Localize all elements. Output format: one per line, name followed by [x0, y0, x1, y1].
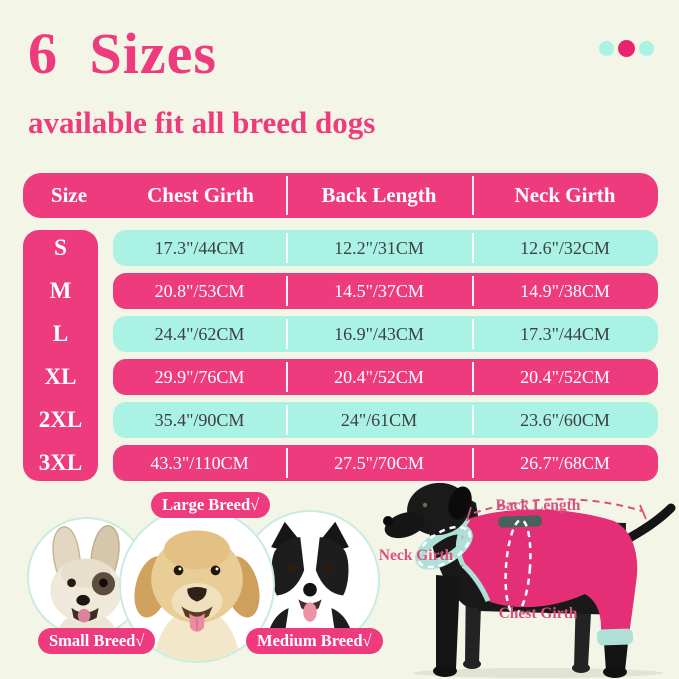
- size-label-3xl: 3XL: [38, 450, 83, 475]
- suit-fit-diagram: Back Length Neck Girth Chest Girth: [378, 475, 679, 679]
- back-length-annotation: Back Length: [495, 497, 581, 514]
- medium-breed-badge: Medium Breed√: [246, 628, 383, 654]
- page-title: 6 Sizes: [28, 21, 217, 86]
- cell-xl-neck-girth: 20.4"/52CM: [472, 359, 658, 395]
- size-label-2xl: 2XL: [38, 407, 83, 432]
- neck-girth-annotation: Neck Girth: [378, 547, 454, 564]
- size-label-xl: XL: [44, 364, 77, 389]
- table-row-m: 20.8"/53CM 14.5"/37CM 14.9"/38CM: [113, 273, 658, 309]
- chest-girth-annotation: Chest Girth: [498, 605, 578, 622]
- page-subtitle: available fit all breed dogs: [28, 105, 376, 140]
- cell-s-chest-girth: 17.3"/44CM: [154, 237, 245, 258]
- cell-l-back-length: 16.9"/43CM: [286, 316, 472, 352]
- cell-l-chest-girth: 24.4"/62CM: [154, 323, 245, 344]
- dog-eye: [422, 502, 428, 508]
- decorative-dot-pink-center: [618, 40, 635, 57]
- dog-ear: [448, 486, 472, 520]
- dog-tail: [619, 503, 676, 546]
- back-length-dash-line: [473, 498, 643, 514]
- recovery-suit: [456, 509, 638, 643]
- cell-2xl-chest-girth: 35.4"/90CM: [154, 409, 245, 430]
- cell-2xl-back-length: 24"/61CM: [286, 402, 472, 438]
- dog-muzzle: [384, 511, 426, 539]
- cell-s-back-length: 12.2"/31CM: [286, 230, 472, 266]
- cell-3xl-neck-girth: 26.7"/68CM: [472, 445, 658, 481]
- table-row-xl: 29.9"/76CM 20.4"/52CM 20.4"/52CM: [113, 359, 658, 395]
- cell-2xl-neck-girth: 23.6"/60CM: [472, 402, 658, 438]
- cell-m-chest-girth: 20.8"/53CM: [154, 280, 245, 301]
- size-label-l: L: [52, 321, 69, 346]
- ground-shadow: [413, 668, 663, 678]
- cell-3xl-back-length: 27.5"/70CM: [286, 445, 472, 481]
- cell-m-back-length: 14.5"/37CM: [286, 273, 472, 309]
- table-row-2xl: 35.4"/90CM 24"/61CM 23.6"/60CM: [113, 402, 658, 438]
- cell-s-neck-girth: 12.6"/32CM: [472, 230, 658, 266]
- suit-collar: [415, 524, 473, 570]
- cell-m-neck-girth: 14.9"/38CM: [472, 273, 658, 309]
- decorative-dot-cyan-left: [599, 41, 614, 56]
- size-label-column: S M L XL 2XL 3XL: [23, 230, 98, 481]
- decorative-dots: [599, 40, 654, 57]
- labrador-illustration: [134, 530, 260, 661]
- suit-leg-cuff: [596, 628, 634, 646]
- table-row-l: 24.4"/62CM 16.9"/43CM 17.3"/44CM: [113, 316, 658, 352]
- header-cell-neck-girth: Neck Girth: [472, 173, 658, 218]
- decorative-dot-cyan-right: [639, 41, 654, 56]
- size-chart-rows: 17.3"/44CM 12.2"/31CM 12.6"/32CM 20.8"/5…: [113, 230, 658, 488]
- table-row-3xl: 43.3"/110CM 27.5"/70CM 26.7"/68CM: [113, 445, 658, 481]
- header-cell-chest-girth: Chest Girth: [147, 183, 254, 207]
- large-breed-badge: Large Breed√: [151, 492, 271, 518]
- cell-l-neck-girth: 17.3"/44CM: [472, 316, 658, 352]
- size-label-s: S: [54, 235, 67, 260]
- size-label-m: M: [49, 278, 72, 303]
- header-cell-back-length: Back Length: [286, 173, 472, 218]
- cell-xl-chest-girth: 29.9"/76CM: [154, 366, 245, 387]
- cell-xl-back-length: 20.4"/52CM: [286, 359, 472, 395]
- header-cell-size: Size: [50, 183, 88, 207]
- cell-3xl-chest-girth: 43.3"/110CM: [150, 452, 249, 473]
- small-breed-badge: Small Breed√: [38, 628, 156, 654]
- chest-girth-dash-ellipse: [504, 518, 532, 616]
- french-bulldog-illustration: [50, 525, 122, 635]
- size-chart-header-row: Size Chest Girth Back Length Neck Girth: [23, 173, 658, 218]
- suit-back-strip: [498, 515, 543, 528]
- table-row-s: 17.3"/44CM 12.2"/31CM 12.6"/32CM: [113, 230, 658, 266]
- suit-dog-illustration: [383, 482, 676, 678]
